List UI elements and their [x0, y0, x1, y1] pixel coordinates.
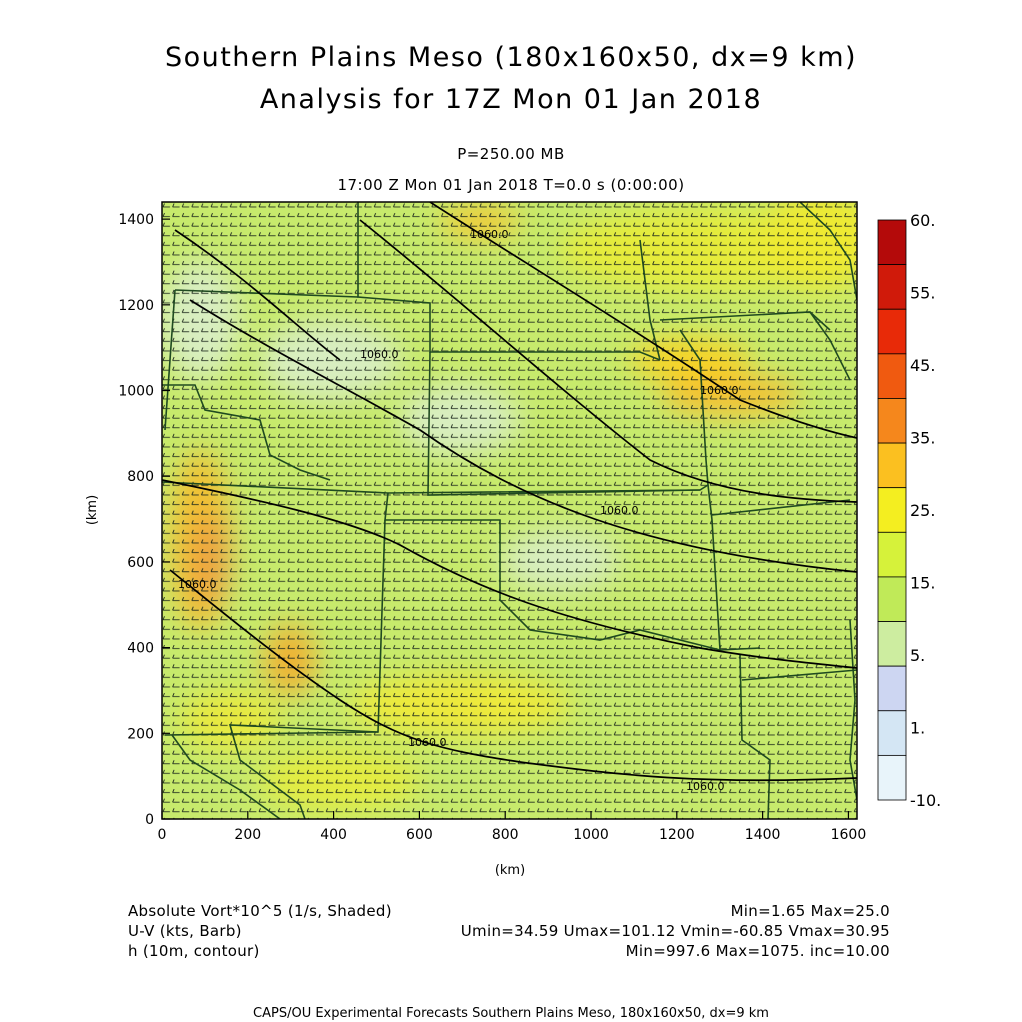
x-tick-label: 400	[320, 827, 347, 843]
field2-stats: Umin=34.59 Umax=101.12 Vmin=-60.85 Vmax=…	[460, 922, 890, 940]
colorbar-swatch	[877, 442, 907, 489]
x-tick-label: 200	[234, 827, 261, 843]
contour-label: 1060.0	[470, 228, 509, 241]
pressure-level-label: P=250.00 MB	[457, 145, 565, 163]
x-axis-label: (km)	[495, 863, 525, 878]
y-tick-label: 600	[127, 555, 154, 571]
colorbar-swatch	[877, 754, 907, 801]
colorbar-label: 5.	[910, 646, 925, 665]
colorbar-swatch	[877, 576, 907, 622]
contour-label: 1060.0	[178, 578, 217, 591]
colorbar-swatch	[877, 487, 907, 533]
colorbar-swatch	[877, 710, 907, 756]
credit-line: CAPS/OU Experimental Forecasts Southern …	[253, 1006, 769, 1021]
contour-label: 1060.0	[360, 348, 399, 361]
x-tick-label: 1000	[573, 827, 609, 843]
x-axis: 0 200 400 600 800 1000 1200 1400 1600	[158, 811, 867, 843]
colorbar: 60. 55. 45. 35. 25. 15. 5. 1. -10.	[877, 211, 941, 810]
colorbar-swatch	[877, 308, 907, 355]
colorbar-label: 1.	[910, 719, 925, 738]
y-tick-label: 1200	[118, 298, 154, 314]
y-tick-label: 200	[127, 726, 154, 742]
state-boundaries	[162, 202, 857, 819]
contour-label: 1060.0	[686, 780, 725, 793]
colorbar-label: 25.	[910, 501, 935, 520]
colorbar-swatch	[877, 531, 907, 578]
field1-stats: Min=1.65 Max=25.0	[730, 902, 890, 920]
field3-name: h (10m, contour)	[128, 942, 260, 960]
x-tick-label: 1400	[745, 827, 781, 843]
colorbar-label: 55.	[910, 284, 935, 303]
y-tick-label: 1400	[118, 212, 154, 228]
contour-label: 1060.0	[600, 504, 639, 517]
contour-labels: 1060.0 1060.0 1060.0 1060.0 1060.0 1060.…	[178, 228, 739, 793]
title-line-2: Analysis for 17Z Mon 01 Jan 2018	[259, 84, 763, 115]
x-tick-label: 800	[492, 827, 519, 843]
colorbar-label: 45.	[910, 356, 935, 375]
colorbar-swatch	[877, 219, 907, 266]
x-tick-label: 1200	[659, 827, 695, 843]
y-tick-label: 0	[145, 812, 154, 828]
x-tick-label: 1600	[831, 827, 867, 843]
colorbar-label: -10.	[910, 791, 941, 810]
colorbar-label: 15.	[910, 574, 935, 593]
y-tick-label: 400	[127, 641, 154, 657]
y-tick-label: 800	[127, 469, 154, 485]
contour-label: 1060.0	[700, 384, 739, 397]
x-tick-label: 0	[158, 827, 167, 843]
x-tick-label: 600	[406, 827, 433, 843]
title-line-1: Southern Plains Meso (180x160x50, dx=9 k…	[164, 42, 858, 73]
contour-label: 1060.0	[408, 736, 447, 749]
field1-name: Absolute Vort*10^5 (1/s, Shaded)	[128, 902, 392, 920]
colorbar-swatch	[877, 665, 907, 712]
colorbar-label: 35.	[910, 429, 935, 448]
field3-stats: Min=997.6 Max=1075. inc=10.00	[625, 942, 890, 960]
colorbar-swatch	[877, 264, 907, 310]
y-tick-label: 1000	[118, 384, 154, 400]
y-axis-label: (km)	[85, 495, 100, 525]
colorbar-label: 60.	[910, 211, 935, 230]
plot-frame	[161, 201, 858, 820]
valid-time-label: 17:00 Z Mon 01 Jan 2018 T=0.0 s (0:00:00…	[337, 176, 685, 194]
colorbar-swatch	[877, 621, 907, 667]
colorbar-swatch	[877, 353, 907, 399]
colorbar-swatch	[877, 398, 907, 444]
y-axis: 0 200 400 600 800 1000 1200 1400	[118, 212, 170, 828]
height-contours	[162, 202, 857, 782]
field2-name: U-V (kts, Barb)	[128, 922, 242, 940]
